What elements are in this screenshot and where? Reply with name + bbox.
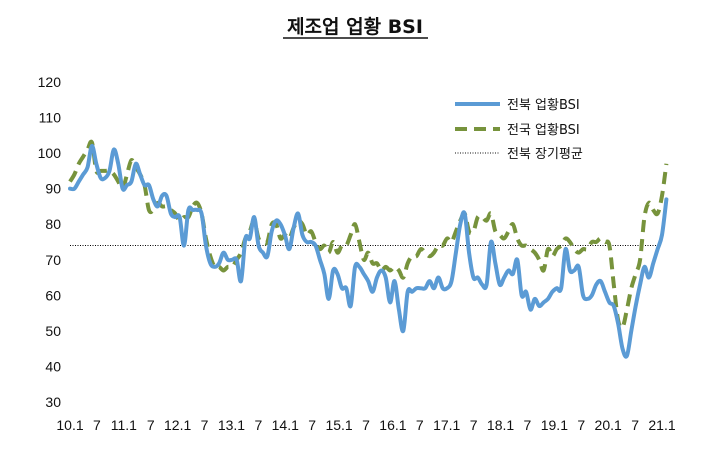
x-tick-label: 7 [93, 417, 101, 433]
x-tick-label: 17.1 [433, 417, 460, 433]
x-tick-label: 7 [524, 417, 532, 433]
jeonbuk-bsi-series-line [68, 143, 669, 359]
x-tick-label: 7 [416, 417, 424, 433]
y-tick-label: 110 [39, 110, 62, 126]
x-tick-label: 7 [308, 417, 316, 433]
x-tick-label: 18.1 [487, 417, 514, 433]
x-tick-label: 19.1 [541, 417, 568, 433]
y-tick-label: 50 [45, 323, 61, 339]
x-tick-label: 14.1 [272, 417, 299, 433]
x-tick-label: 7 [577, 417, 585, 433]
x-tick-label: 7 [201, 417, 209, 433]
y-tick-label: 80 [45, 216, 61, 232]
legend-label-jeonbuk: 전북 업황BSI [507, 98, 580, 113]
y-tick-label: 70 [45, 252, 61, 268]
x-tick-label: 7 [470, 417, 478, 433]
y-axis: 30 40 50 60 70 80 90 100 110 120 [38, 74, 62, 410]
legend-label-average: 전북 장기평균 [507, 147, 583, 162]
y-tick-label: 90 [45, 181, 61, 197]
y-tick-label: 100 [38, 145, 62, 161]
x-tick-label: 7 [362, 417, 370, 433]
national-bsi-series-line [68, 139, 669, 330]
chart-title: 제조업 업황 BSI [287, 15, 423, 38]
y-tick-label: 30 [45, 394, 61, 410]
x-tick-label: 7 [147, 417, 155, 433]
x-tick-label: 11.1 [111, 417, 137, 433]
x-tick-label: 21.1 [648, 417, 675, 433]
x-tick-label: 16.1 [379, 417, 406, 433]
legend: 전북 업황BSI 전국 업황BSI 전북 장기평균 [455, 98, 583, 162]
x-tick-label: 20.1 [595, 417, 622, 433]
x-tick-label: 7 [254, 417, 262, 433]
y-tick-label: 60 [45, 287, 61, 303]
x-tick-label: 10.1 [56, 417, 83, 433]
x-tick-label: 7 [631, 417, 639, 433]
x-tick-label: 13.1 [218, 417, 245, 433]
legend-label-national: 전국 업황BSI [507, 123, 580, 138]
y-tick-label: 40 [45, 358, 61, 374]
x-tick-label: 12.1 [164, 417, 191, 433]
x-tick-label: 15.1 [325, 417, 352, 433]
x-axis: 10.1 7 11.1 7 12.1 7 13.1 7 14.1 7 15.1 7 16.1 7 17.1 7… [56, 417, 675, 433]
y-tick-label: 120 [38, 74, 62, 90]
